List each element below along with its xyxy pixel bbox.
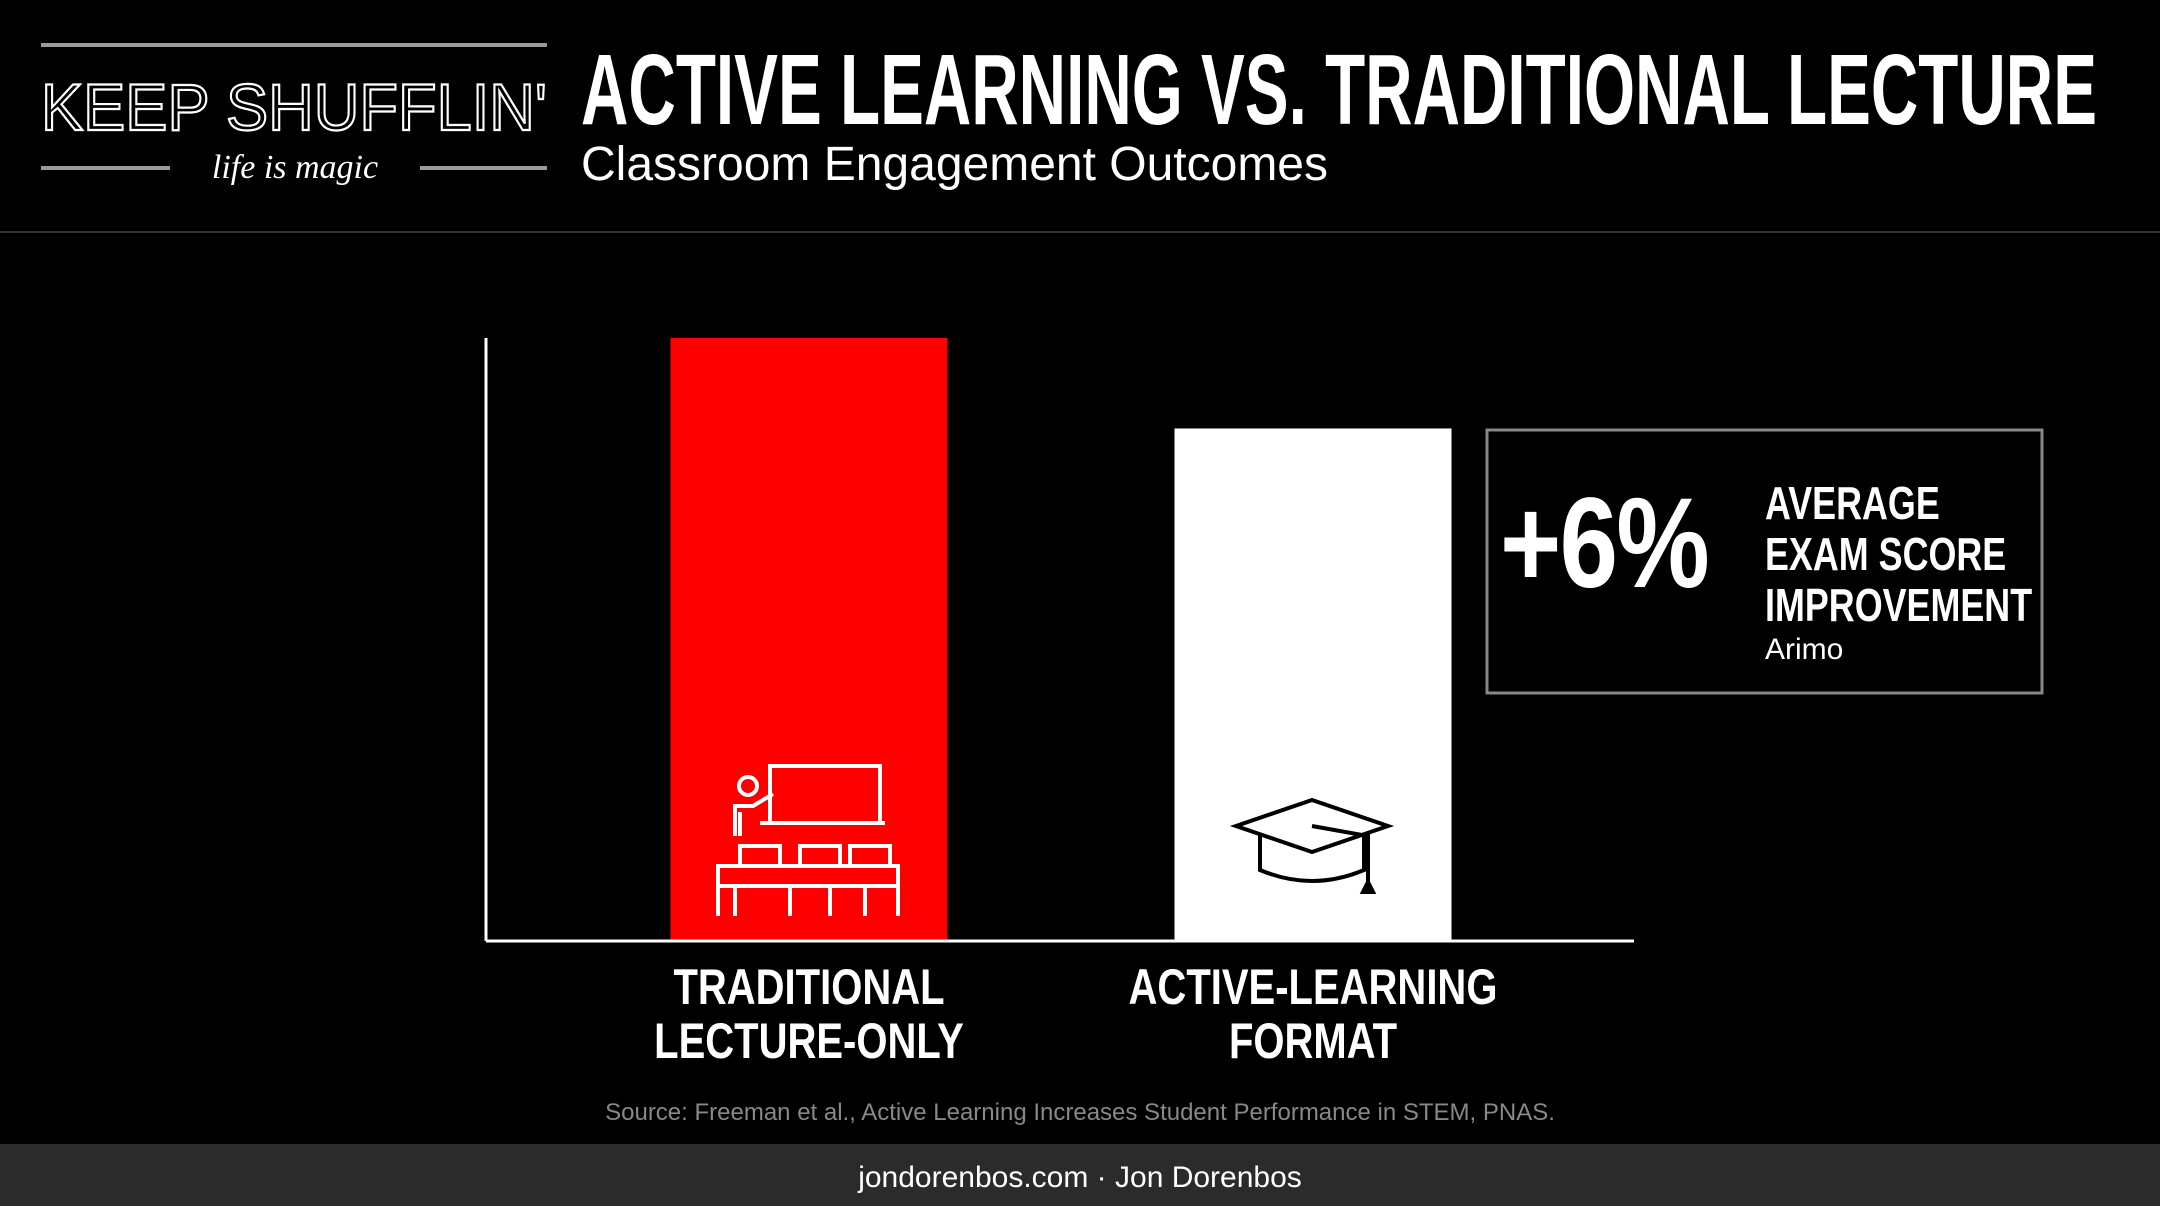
x-tick-label: TRADITIONAL LECTURE-ONLY	[654, 959, 964, 1069]
logo-tagline: life is magic	[212, 149, 378, 186]
logo-name: KEEP SHUFFLIN'	[41, 70, 547, 144]
annotation-box	[1485, 428, 2044, 695]
footer-band	[0, 1144, 2160, 1206]
plot	[484, 338, 1634, 943]
graduation-icon	[1229, 797, 1395, 894]
bar	[670, 338, 948, 941]
footer-text: jondorenbos.com · Jon Dorenbos	[857, 1161, 1302, 1194]
bar	[1174, 428, 1452, 941]
annotation-note: Arimo	[1765, 633, 1844, 666]
annotation-text: AVERAGE EXAM SCORE IMPROVEMENT	[1765, 477, 2033, 631]
annotation-headline: +6%	[1500, 472, 1710, 615]
lecture-icon	[716, 764, 900, 916]
chart-title: ACTIVE LEARNING VS. TRADITIONAL LECTURE	[581, 34, 2097, 146]
source-note: Source: Freeman et al., Active Learning …	[605, 1099, 1555, 1126]
x-tick-label: ACTIVE-LEARNING FORMAT	[1128, 959, 1498, 1069]
chart-subtitle: Classroom Engagement Outcomes	[581, 138, 1328, 191]
